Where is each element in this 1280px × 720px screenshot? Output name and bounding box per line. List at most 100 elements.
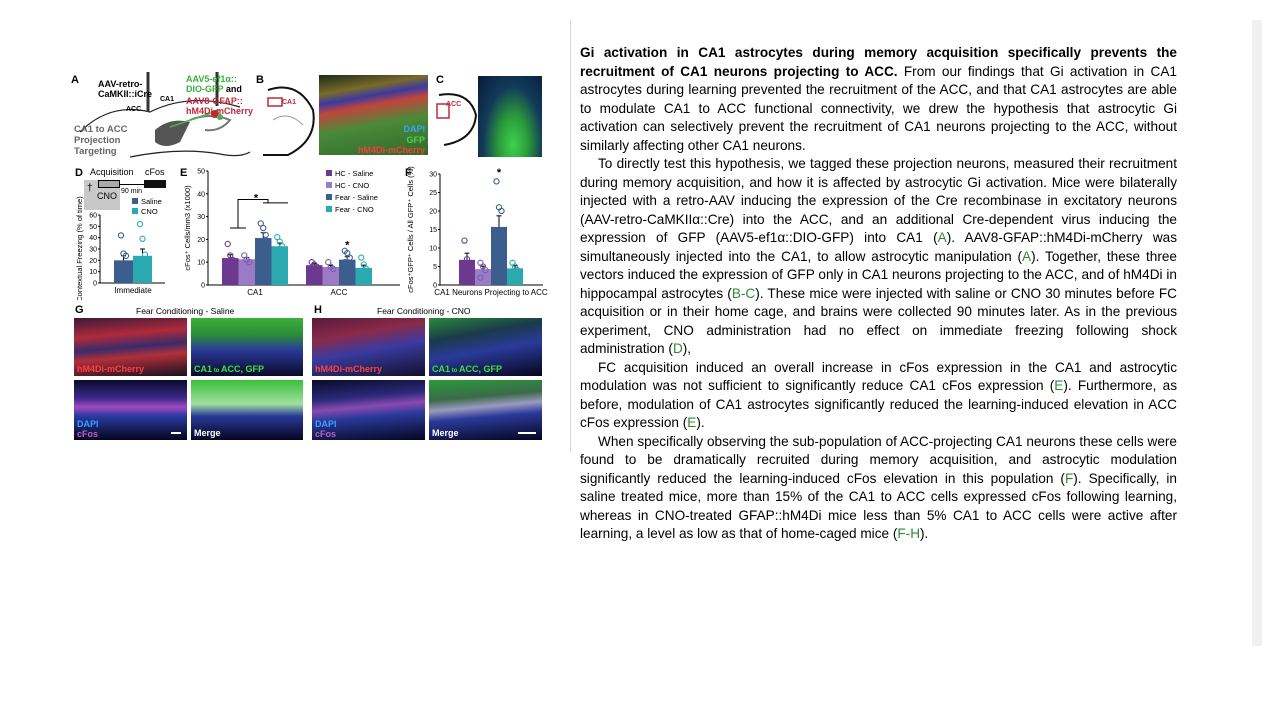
chart-d: 0 10 20 30 40 50 60 Contextual Freezing (% of t… <box>75 196 165 300</box>
data-point <box>325 259 332 266</box>
text-span: ). <box>696 415 705 430</box>
y-tick-label: 10 <box>429 246 437 253</box>
acquisition-block <box>98 180 120 188</box>
bar <box>491 226 507 285</box>
legend-swatch <box>326 206 332 212</box>
data-point <box>461 237 468 244</box>
data-point <box>224 240 231 248</box>
syringe-icon: † <box>87 183 93 194</box>
y-tick-label: 40 <box>89 235 97 242</box>
timeline-line <box>120 184 144 185</box>
scrollbar[interactable] <box>1252 20 1262 646</box>
timeline-cfos: cFos <box>145 167 165 177</box>
paragraph: When specifically observing the sub-popu… <box>580 433 1177 544</box>
y-tick-label: 0 <box>201 283 205 290</box>
legend-label: Fear - CNO <box>335 205 374 214</box>
y-tick-label: 20 <box>197 237 205 244</box>
data-point <box>227 263 234 270</box>
data-point <box>463 255 471 263</box>
text-span: ). <box>920 526 929 541</box>
data-point <box>139 235 146 242</box>
data-point <box>276 238 283 245</box>
x-category-label: CA1 Neurons Projecting to ACC <box>434 288 548 297</box>
data-point <box>344 249 351 257</box>
text-span: ), <box>682 341 692 356</box>
y-tick-label: 10 <box>197 260 205 267</box>
data-point <box>498 207 505 215</box>
figure-reference: F-H <box>897 526 921 541</box>
bar <box>306 265 323 285</box>
legend-label: CNO <box>141 207 158 216</box>
y-tick-label: 50 <box>197 169 205 176</box>
chart-f: 0 5 10 15 20 25 30 cFos⁺GFP⁺ Cells / All GFP⁺ C… <box>406 166 548 297</box>
y-tick-label: 40 <box>197 191 205 198</box>
data-point <box>241 252 248 259</box>
legend-label: HC - Saline <box>335 169 373 178</box>
data-point <box>257 265 264 273</box>
data-point <box>493 178 500 185</box>
panel-letter-g: G <box>75 304 84 316</box>
data-point <box>120 269 127 276</box>
data-point <box>346 254 353 261</box>
bar <box>255 238 272 285</box>
paragraph-heading: Gi activation in CA1 astrocytes during m… <box>580 45 1177 79</box>
bar <box>238 259 255 285</box>
timeline-interval: 90 min <box>121 188 143 195</box>
text-span: ). AAV8-GFAP::hM4Di-mCherry was simultan… <box>580 230 1178 264</box>
legend-label: HC - CNO <box>335 181 369 190</box>
panel-letter-d: D <box>75 167 83 179</box>
micrograph-h-merge: Merge <box>429 380 542 440</box>
significance-bracket <box>230 199 288 229</box>
legend-swatch <box>132 208 138 214</box>
data-point <box>274 247 281 254</box>
column-divider <box>570 20 571 452</box>
x-category-label: ACC <box>331 288 348 297</box>
legend-label: Saline <box>141 197 162 206</box>
data-point <box>482 267 489 274</box>
data-point <box>313 263 320 270</box>
y-tick-label: 60 <box>89 213 97 220</box>
data-point <box>466 263 473 270</box>
legend-label: Fear - Saline <box>335 193 378 202</box>
data-point <box>358 254 365 261</box>
text-span: ). Together, these three vectors induced… <box>580 248 1177 301</box>
scale-bar <box>518 432 536 434</box>
micrograph-ca1: DAPI GFP hM4Di-mCherry <box>319 75 428 155</box>
data-point <box>493 230 500 237</box>
data-point <box>246 259 253 266</box>
micrograph-g-dapi-cfos: DAPI cFos <box>74 380 187 440</box>
ca1-label: CA1 <box>160 96 175 103</box>
aav5-label: AAV5-ef1α:: DIO-GFP and <box>186 74 242 94</box>
bar <box>459 259 475 285</box>
y-axis-label: Contextual Freezing (% of time) <box>75 196 84 300</box>
significance-star: * <box>497 167 502 179</box>
x-category-label: Immediate <box>114 286 152 295</box>
legend-swatch <box>132 198 138 204</box>
data-point <box>257 238 264 245</box>
y-tick-label: 20 <box>89 258 97 265</box>
scale-bar <box>171 432 181 434</box>
y-tick-label: 0 <box>93 281 97 288</box>
panel-letter-f: F <box>405 167 412 179</box>
panel-letter-e: E <box>180 167 188 179</box>
data-point <box>514 267 521 274</box>
aav8-label: AAV8-GFAP:: hM4Di-mCherry <box>186 96 254 116</box>
bar <box>355 267 372 285</box>
y-tick-label: 15 <box>429 227 437 234</box>
chart-e: 0 10 20 30 40 50 cFos⁺ Cells/mm3 (x1000) CA1 ACC… <box>183 169 400 297</box>
data-point <box>344 268 351 275</box>
ca1-region-label: CA1 <box>282 99 297 106</box>
text-span: FC acquisition induced an overall increa… <box>580 359 1177 394</box>
micrograph-g-mcherry: hM4Di-mCherry <box>74 318 187 376</box>
text-span: When specifically observing the sub-popu… <box>580 433 1177 486</box>
data-point <box>330 265 337 273</box>
data-point <box>139 274 146 281</box>
bar <box>339 259 356 285</box>
data-point <box>260 224 267 232</box>
text-span: ). Specifically, in saline treated mice,… <box>580 470 1177 542</box>
cno-label: CNO <box>97 191 117 201</box>
panel-letter-h: H <box>314 304 322 316</box>
data-point <box>117 232 125 239</box>
significance-star: * <box>254 193 259 205</box>
cfos-block <box>144 180 166 188</box>
